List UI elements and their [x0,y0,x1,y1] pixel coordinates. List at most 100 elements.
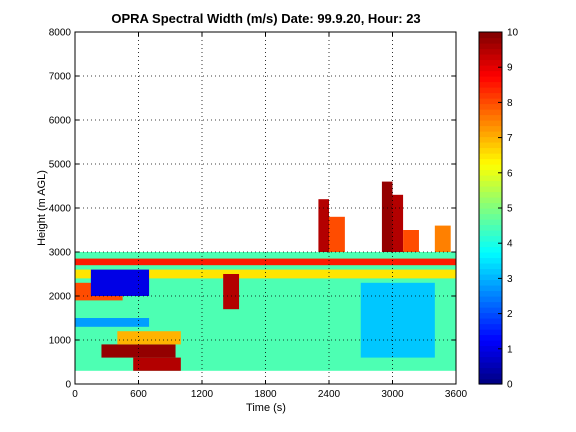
colorbar-swatch [479,230,502,237]
colorbar-swatch [479,263,502,270]
heatmap-cell [381,181,393,252]
x-axis-ticks: 0 600 1200 1800 2400 3000 3600 [72,32,468,400]
colorbar-swatch [479,279,502,286]
heatmap-cell [403,230,419,252]
colorbar-swatch [479,186,502,193]
colorbar-swatch [479,125,502,132]
colorbar-swatch [479,65,502,72]
colorbar-tick-label: 0 [507,380,513,391]
colorbar-swatch [479,208,502,215]
colorbar-tick-label: 7 [507,133,513,144]
colorbar-tick-label: 2 [507,309,513,320]
y-tick-label: 7000 [49,72,72,83]
heatmap-cell [75,318,150,327]
heatmap-cell [434,225,451,252]
x-tick-label: 1200 [191,389,214,400]
colorbar-swatch [479,32,502,39]
y-tick-label: 5000 [49,160,72,171]
colorbar-swatch [479,378,502,385]
colorbar-swatch [479,70,502,77]
colorbar-swatch [479,340,502,347]
colorbar-swatch [479,329,502,336]
heatmap-cell [133,357,181,371]
colorbar-ticks: 0 1 2 3 4 5 6 7 8 9 10 [498,28,519,391]
y-tick-label: 3000 [49,248,72,259]
y-tick-label: 0 [65,380,71,391]
colorbar-swatch [479,351,502,358]
colorbar-swatch [479,92,502,99]
colorbar-swatch [479,136,502,143]
colorbar-swatch [479,235,502,242]
colorbar-swatch [479,147,502,154]
colorbar-swatch [479,367,502,374]
colorbar-tick-label: 3 [507,274,513,285]
colorbar-swatch [479,224,502,231]
colorbar-swatch [479,81,502,88]
heatmap-cell [360,282,435,358]
colorbar-swatch [479,307,502,314]
colorbar-swatch [479,87,502,94]
heatmap-cell [329,216,345,252]
colorbar-swatch [479,153,502,160]
colorbar-swatch [479,120,502,127]
heatmap-cell [75,258,456,266]
colorbar-swatch [479,169,502,176]
x-axis-label: Time (s) [246,402,286,414]
colorbar-swatch [479,290,502,297]
colorbar-tick-label: 6 [507,168,513,179]
colorbar-tick-label: 1 [507,344,513,355]
y-tick-label: 1000 [49,336,72,347]
heatmap-cell [223,274,240,310]
colorbar-tick-label: 9 [507,63,513,74]
y-tick-label: 6000 [49,116,72,127]
colorbar-swatch [479,48,502,55]
colorbar-swatch [479,312,502,319]
colorbar-swatch [479,356,502,363]
heatmap-cell [392,194,404,252]
colorbar-swatch [479,362,502,369]
x-tick-label: 1800 [254,389,277,400]
colorbar-swatch [479,241,502,248]
colorbar-swatch [479,318,502,325]
colorbar-swatch [479,323,502,330]
colorbar-swatch [479,219,502,226]
colorbar-swatch [479,252,502,259]
chart-title: OPRA Spectral Width (m/s) Date: 99.9.20,… [111,11,420,26]
colorbar: 0 1 2 3 4 5 6 7 8 9 10 [478,28,519,391]
x-tick-label: 600 [130,389,147,400]
colorbar-swatch [479,345,502,352]
y-tick-label: 4000 [49,204,72,215]
heatmap-cell [75,269,456,279]
heatmap-cell [117,331,181,345]
x-tick-label: 3000 [381,389,404,400]
colorbar-tick-label: 4 [507,239,513,250]
colorbar-swatch [479,131,502,138]
heatmap-cell [318,199,329,252]
colorbar-swatch [479,142,502,149]
colorbar-swatch [479,43,502,50]
colorbar-swatch [479,191,502,198]
colorbar-swatch [479,37,502,44]
y-tick-label: 2000 [49,292,72,303]
colorbar-swatch [479,197,502,204]
colorbar-swatch [479,296,502,303]
y-axis-ticks: 0 1000 2000 3000 4000 5000 6000 7000 8000 [49,28,456,391]
colorbar-swatch [479,268,502,275]
x-tick-label: 3600 [445,389,468,400]
colorbar-tick-label: 8 [507,98,513,109]
y-axis-label: Height (m AGL) [36,170,48,246]
colorbar-swatch [479,334,502,341]
colorbar-swatch [479,164,502,171]
colorbar-swatch [479,103,502,110]
colorbar-swatch [479,98,502,105]
heatmap-plot-area: 0 600 1200 1800 2400 3000 3600 0 1000 2000 3000 40… [49,28,468,401]
colorbar-swatch [479,246,502,253]
heatmap-cell [90,269,150,296]
colorbar-swatch [479,373,502,380]
grid-lines [75,32,456,384]
colorbar-swatch [479,175,502,182]
colorbar-swatch [479,202,502,209]
colorbar-swatch [479,213,502,220]
colorbar-tick-label: 10 [507,28,519,39]
